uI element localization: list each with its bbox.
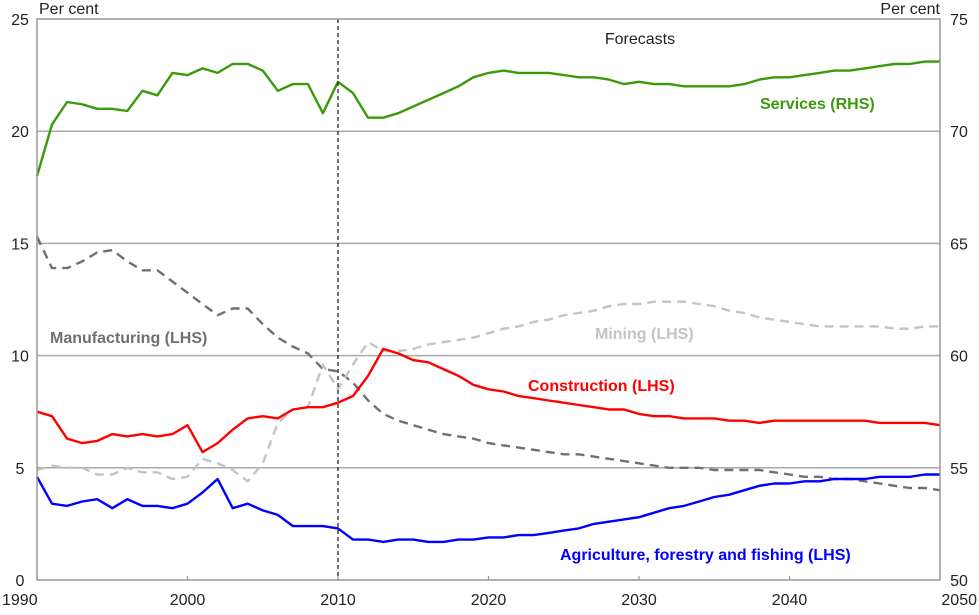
x-tick-label: 2050 bbox=[941, 592, 977, 609]
right-tick-label: 60 bbox=[950, 349, 968, 366]
series-line-manufacturing-lhs bbox=[35, 236, 941, 492]
forecast-label: Forecasts bbox=[605, 31, 675, 48]
label-mining: Mining (LHS) bbox=[595, 326, 694, 343]
label-manufacturing: Manufacturing (LHS) bbox=[50, 330, 207, 347]
right-tick-label: 55 bbox=[950, 461, 968, 478]
x-tick-label: 2020 bbox=[471, 592, 507, 609]
right-tick-label: 65 bbox=[950, 236, 968, 253]
left-tick-label: 10 bbox=[11, 349, 29, 366]
left-tick-label: 20 bbox=[11, 124, 29, 141]
label-services: Services (RHS) bbox=[760, 96, 875, 113]
right-axis-ticks: 50 55 60 65 70 75 bbox=[950, 12, 968, 590]
left-axis-label: Per cent bbox=[39, 1, 99, 18]
left-tick-label: 15 bbox=[11, 236, 29, 253]
right-tick-label: 70 bbox=[950, 124, 968, 141]
x-axis-ticks: 1990 2000 2010 2020 2030 2040 2050 bbox=[2, 576, 977, 609]
label-construction: Construction (LHS) bbox=[528, 378, 675, 395]
plot-frame bbox=[36, 18, 941, 581]
x-tick-label: 2040 bbox=[772, 592, 808, 609]
series-line-mining-lhs bbox=[36, 300, 940, 483]
series-line-construction-lhs bbox=[36, 347, 941, 454]
right-tick-label: 50 bbox=[950, 573, 968, 590]
series-line-agriculture-forestry-and-fishing-lhs bbox=[35, 473, 940, 544]
gridlines bbox=[37, 130, 940, 469]
x-tick-label: 1990 bbox=[2, 592, 38, 609]
left-tick-label: 5 bbox=[16, 461, 25, 478]
label-agriculture: Agriculture, forestry and fishing (LHS) bbox=[560, 547, 851, 564]
left-tick-label: 25 bbox=[11, 12, 29, 29]
x-tick-label: 2000 bbox=[170, 592, 206, 609]
right-tick-label: 75 bbox=[950, 12, 968, 29]
series-line-services-rhs bbox=[35, 60, 940, 177]
x-tick-label: 2010 bbox=[320, 592, 356, 609]
right-axis-label: Per cent bbox=[880, 1, 940, 18]
x-tick-label: 2030 bbox=[621, 592, 657, 609]
series-lines bbox=[35, 60, 941, 544]
left-tick-label: 0 bbox=[16, 573, 25, 590]
left-axis-ticks: 0 5 10 15 20 25 bbox=[11, 12, 29, 590]
